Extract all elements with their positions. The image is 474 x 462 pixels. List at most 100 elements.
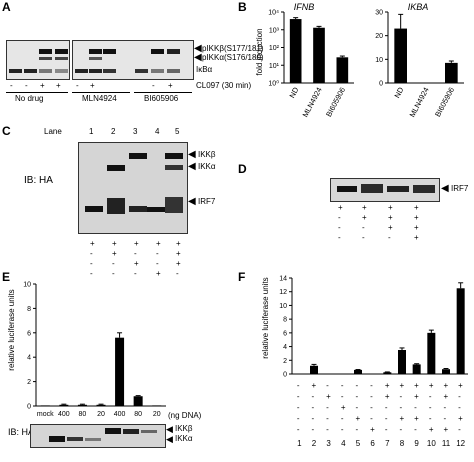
- sign-cell: -: [90, 249, 93, 258]
- ifnb-y-tick-label: 10³: [269, 27, 280, 34]
- panel-label-f: F: [238, 270, 246, 284]
- sign-cell: -: [90, 259, 93, 268]
- f-bar: [427, 332, 436, 374]
- lane-number: 10: [426, 439, 436, 448]
- cl097-sign: -: [152, 81, 155, 90]
- sign-cell: -: [326, 403, 329, 412]
- sign-cell: +: [134, 239, 139, 248]
- sign-cell: +: [414, 203, 419, 212]
- sign-cell: -: [90, 269, 93, 278]
- lane-number: 5: [175, 127, 180, 136]
- e-category-label: 20: [97, 411, 105, 418]
- sign-cell: -: [399, 403, 403, 412]
- sign-cell: +: [414, 392, 419, 401]
- sign-cell: -: [311, 403, 315, 412]
- sign-cell: +: [176, 259, 181, 268]
- f-bar: [398, 350, 406, 374]
- sign-cell: -: [134, 269, 137, 278]
- cl097-sign: -: [76, 81, 79, 90]
- band-label-ikka-c: IKKα: [198, 162, 216, 171]
- ifnb-category-label: MLN4924: [301, 86, 324, 119]
- y-axis-label-e: relative luciferase units: [7, 289, 16, 370]
- ikba-category-label: BI605906: [433, 86, 456, 119]
- dna-unit-label: (ng DNA): [168, 411, 202, 420]
- sign-cell: -: [296, 414, 300, 423]
- lane-number: 11: [441, 439, 451, 448]
- ifnb-y-tick-label: 10²: [269, 45, 280, 52]
- f-y-tick-label: 8: [283, 317, 287, 324]
- sign-cell: +: [443, 425, 449, 434]
- e-bar: [152, 405, 162, 406]
- sign-cell: -: [338, 223, 341, 232]
- sign-cell: -: [458, 425, 461, 434]
- sign-cell: +: [388, 213, 393, 222]
- e-bar: [59, 404, 69, 406]
- f-y-tick-label: 2: [283, 358, 287, 365]
- western-blot-d: [330, 178, 440, 202]
- sign-cell: -: [355, 403, 359, 412]
- sign-cell: -: [326, 425, 329, 434]
- sign-cell: +: [399, 414, 405, 423]
- f-bar: [456, 288, 465, 374]
- sign-cell: +: [176, 239, 181, 248]
- sign-cell: +: [384, 392, 390, 401]
- f-bar: [354, 369, 362, 374]
- sign-cell: -: [370, 381, 373, 390]
- e-category-label: 20: [153, 411, 161, 418]
- lane-number: 4: [341, 439, 346, 448]
- chart-ikba: IKBA 0 10 20 30 ND MLN4924 BI605906: [375, 2, 464, 119]
- sign-cell: -: [311, 392, 315, 401]
- sign-cell: -: [458, 392, 461, 401]
- sign-cell: -: [296, 381, 300, 390]
- lane-number: 2: [111, 127, 116, 136]
- sign-cell: -: [388, 233, 391, 242]
- sign-cell: -: [370, 392, 373, 401]
- sign-cell: -: [355, 381, 359, 390]
- ikba-y-tick-label: 20: [375, 33, 383, 40]
- panel-label-a: A: [2, 0, 11, 14]
- chart-ifnb: IFNB fold induction 10⁰ 10¹ 10² 10³ 10⁴ ND MLN49…: [255, 2, 354, 119]
- e-y-tick-label: 6: [27, 330, 31, 337]
- lane-number: 1: [297, 439, 302, 448]
- chart-title-ifnb: IFNB: [294, 2, 315, 12]
- chart-title-ikba: IKBA: [408, 2, 429, 12]
- cl097-sign: +: [168, 81, 173, 90]
- sign-cell: -: [112, 269, 115, 278]
- cl097-sign: -: [10, 81, 13, 90]
- band-label-ikba: IκBα: [196, 65, 213, 74]
- sign-cell: +: [362, 213, 367, 222]
- sign-cell: -: [338, 233, 341, 242]
- chart-luciferase-e: relative luciferase units 0 2 4 6 8 10 mock 400 8…: [7, 282, 166, 418]
- sign-cell: -: [156, 259, 159, 268]
- sign-cell: -: [362, 233, 365, 242]
- sign-cell: -: [362, 223, 365, 232]
- band-label-ikkb-c: IKKβ: [198, 150, 216, 159]
- sign-cell: +: [176, 249, 181, 258]
- lane-number: 3: [326, 439, 331, 448]
- ifnb-y-tick-label: 10¹: [269, 63, 280, 70]
- sign-cell: +: [388, 223, 393, 232]
- arrowhead-icon: ◀: [194, 43, 202, 54]
- group-label-nodrug: No drug: [15, 94, 44, 103]
- sign-cell: -: [340, 392, 344, 401]
- ikba-category-label: ND: [392, 85, 405, 99]
- ifnb-y-tick-label: 10⁴: [268, 10, 279, 17]
- sign-cell: -: [296, 392, 300, 401]
- sign-cell: -: [296, 425, 300, 434]
- f-bar: [383, 372, 392, 374]
- sign-cell: -: [311, 425, 315, 434]
- sign-cell: +: [90, 239, 95, 248]
- band-label-irf7-c: IRF7: [198, 197, 216, 206]
- lane-number: 3: [133, 127, 138, 136]
- arrowhead-icon: ◀: [188, 196, 196, 207]
- sign-cell: -: [340, 425, 344, 434]
- sign-cell: +: [384, 381, 390, 390]
- sign-cell: +: [414, 213, 419, 222]
- e-bar: [133, 396, 143, 406]
- sign-cell: +: [428, 425, 434, 434]
- sign-cell: +: [443, 392, 449, 401]
- e-category-label: 80: [134, 411, 142, 418]
- lane-number: 2: [311, 439, 317, 448]
- f-y-tick-label: 4: [283, 344, 287, 351]
- sign-cell: +: [399, 381, 405, 390]
